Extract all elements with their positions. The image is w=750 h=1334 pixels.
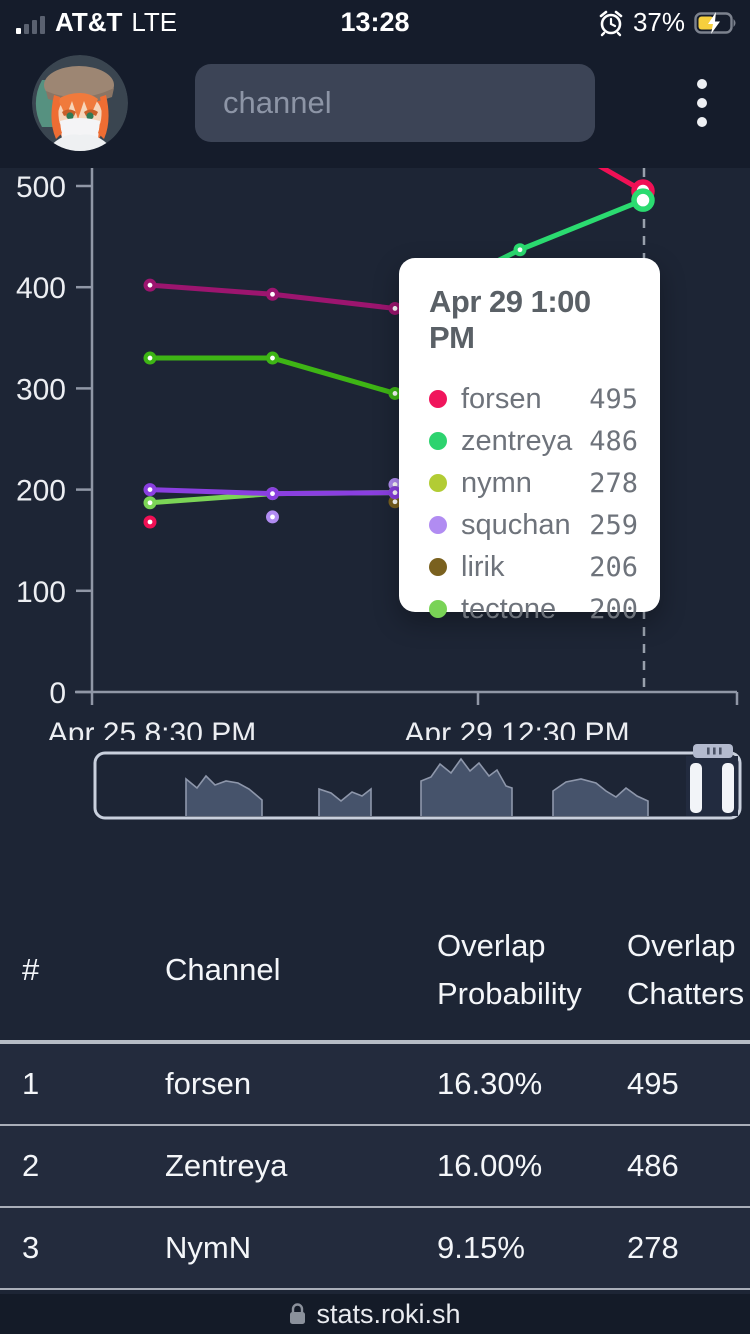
overflow-menu-button[interactable] xyxy=(684,67,720,139)
rank-cell: 1 xyxy=(22,1066,40,1101)
tooltip-channel-value: 495 xyxy=(589,383,638,415)
search-input[interactable] xyxy=(195,64,595,142)
channel-cell: NymN xyxy=(165,1230,252,1265)
overlap-chatters-cell: 495 xyxy=(627,1066,679,1101)
brush-area xyxy=(319,789,371,816)
table-body: 1 forsen 16.30% 495 2 Zentreya 16.00% 486 3 NymN 9… xyxy=(0,1044,750,1290)
search-box xyxy=(195,64,595,142)
alarm-clock-icon xyxy=(599,10,623,36)
x-tick-label: Apr 29 12:30 PM xyxy=(404,717,629,740)
y-tick-label: 200 xyxy=(16,475,66,508)
brush-frame[interactable] xyxy=(93,751,742,820)
x-tick-label: Apr 25 8:30 PM xyxy=(48,717,256,740)
battery-percent-label: 37% xyxy=(632,7,685,37)
tooltip-rows: forsen 495 zentreya 486 nymn 278 squchan 259 lir… xyxy=(429,378,638,630)
tooltip-row: tectone 200 xyxy=(429,588,638,630)
overlap-line-chart[interactable]: 0 100 200 300 400 500 Apr 25 8:30 PM Apr 29 12:… xyxy=(0,168,750,740)
series-color-dot-icon xyxy=(429,390,447,408)
series-color-dot-icon xyxy=(429,432,447,450)
kebab-dot xyxy=(697,79,707,89)
chart-tooltip: Apr 29 1:00 PM forsen 495 zentreya 486 nymn 2… xyxy=(399,258,660,625)
tooltip-channel-value: 206 xyxy=(589,551,638,583)
channel-cell: forsen xyxy=(165,1066,252,1101)
status-left: AT&T LTE xyxy=(16,0,177,45)
series-line xyxy=(597,168,646,194)
tooltip-channel-value: 259 xyxy=(589,509,638,541)
table-header-cell: # xyxy=(22,952,40,987)
brush-area xyxy=(421,759,512,816)
table-header-cell: Overlap Chatters xyxy=(627,928,745,1011)
tooltip-channel-value: 200 xyxy=(589,593,638,625)
status-bar: AT&T LTE 13:28 37% xyxy=(0,0,750,45)
table-header-cell: Overlap Probability xyxy=(437,928,582,1011)
url-label: stats.roki.sh xyxy=(316,1298,461,1329)
overlap-probability-cell: 16.30% xyxy=(437,1066,543,1101)
chart-brush[interactable] xyxy=(0,740,750,834)
series-color-dot-icon xyxy=(429,516,447,534)
battery-charging-icon xyxy=(694,11,736,34)
tooltip-channel-name: tectone xyxy=(461,592,557,625)
avatar[interactable] xyxy=(32,55,128,151)
tooltip-channel-name: nymn xyxy=(461,466,532,499)
rank-cell: 3 xyxy=(22,1230,40,1265)
table-row[interactable]: 3 NymN 9.15% 278 xyxy=(0,1208,750,1290)
tooltip-row: forsen 495 xyxy=(429,378,638,420)
series-color-dot-icon xyxy=(429,600,447,618)
tooltip-channel-value: 278 xyxy=(589,467,638,499)
tooltip-channel-name: forsen xyxy=(461,382,542,415)
network-label: LTE xyxy=(131,7,178,37)
series-color-dot-icon xyxy=(429,474,447,492)
tooltip-row: nymn 278 xyxy=(429,462,638,504)
url-bar[interactable]: stats.roki.sh xyxy=(0,1294,750,1334)
y-tick-label: 500 xyxy=(16,171,66,204)
channel-cell: Zentreya xyxy=(165,1148,288,1183)
overlap-probability-cell: 9.15% xyxy=(437,1230,525,1265)
y-tick-label: 400 xyxy=(16,272,66,305)
overlap-chatters-cell: 486 xyxy=(627,1148,679,1183)
clock-label: 13:28 xyxy=(340,7,410,37)
overlap-chatters-cell: 278 xyxy=(627,1230,679,1265)
brush-area xyxy=(553,779,648,816)
top-band: AT&T LTE 13:28 37% xyxy=(0,0,750,168)
y-tick-label: 100 xyxy=(16,576,66,609)
kebab-dot xyxy=(697,98,707,108)
lock-icon xyxy=(290,1303,306,1324)
tooltip-channel-value: 486 xyxy=(589,425,638,457)
tooltip-row: zentreya 486 xyxy=(429,420,638,462)
status-right: 37% xyxy=(598,0,738,45)
carrier-label: AT&T xyxy=(55,7,123,37)
y-tick-label: 0 xyxy=(49,677,66,710)
tooltip-channel-name: squchan xyxy=(461,508,571,541)
table-row[interactable]: 2 Zentreya 16.00% 486 xyxy=(0,1126,750,1208)
tooltip-title: Apr 29 1:00 PM xyxy=(429,284,591,355)
brush-handle-right[interactable] xyxy=(722,763,734,813)
table-header: # Channel Overlap Probability Overlap Chatter… xyxy=(0,900,750,1044)
table-row[interactable]: 1 forsen 16.30% 495 xyxy=(0,1044,750,1126)
active-data-point xyxy=(631,188,655,212)
brush-handle-left[interactable] xyxy=(690,763,702,813)
overlap-probability-cell: 16.00% xyxy=(437,1148,543,1183)
tooltip-channel-name: lirik xyxy=(461,550,505,583)
kebab-dot xyxy=(697,117,707,127)
tooltip-row: lirik 206 xyxy=(429,546,638,588)
overlap-table: # Channel Overlap Probability Overlap Chatter… xyxy=(0,900,750,1290)
tooltip-row: squchan 259 xyxy=(429,504,638,546)
series-color-dot-icon xyxy=(429,558,447,576)
rank-cell: 2 xyxy=(22,1148,40,1183)
signal-bars-icon xyxy=(16,15,45,34)
tooltip-channel-name: zentreya xyxy=(461,424,573,457)
table-header-cell: Channel xyxy=(165,952,281,987)
chart-canvas: 0 100 200 300 400 500 Apr 25 8:30 PM Apr 29 12:… xyxy=(16,168,739,740)
y-tick-label: 300 xyxy=(16,373,66,406)
avatar-image-icon xyxy=(32,55,128,151)
